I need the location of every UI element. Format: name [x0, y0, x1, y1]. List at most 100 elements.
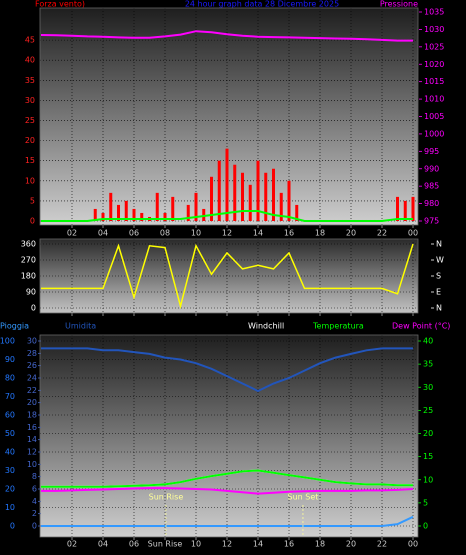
chart-title: 24 hour graph data 28 Dicembre 2025 [185, 0, 339, 9]
x-tick-label: 12 [222, 540, 232, 549]
x-tick-label: 22 [377, 540, 387, 549]
y-tick-label: 10 [27, 460, 37, 469]
y-tick-label: 360 [21, 240, 36, 249]
bar [233, 164, 237, 221]
y-tick-label: 270 [21, 256, 36, 265]
y-tick-label: 995 [424, 147, 439, 156]
x-tick-label: 00 [408, 540, 418, 549]
y-tick-label: 40 [5, 448, 15, 457]
y-tick-label: 10 [423, 475, 433, 484]
plot-area [40, 8, 418, 225]
bar [272, 168, 275, 221]
y-tick-label: 40 [25, 56, 35, 65]
bar [210, 176, 213, 221]
bar [279, 192, 283, 221]
y-tick-label: 20 [25, 136, 35, 145]
bar [109, 192, 113, 221]
bar [124, 200, 128, 221]
x-tick-label: 18 [315, 540, 325, 549]
y-tick-label: 0 [423, 522, 428, 531]
plot-border [39, 7, 419, 226]
x-tick-label: 02 [67, 540, 77, 549]
y-tick-label: 40 [423, 337, 433, 346]
y-tick-label: 35 [25, 76, 35, 85]
y-tick-label: 90 [26, 288, 36, 297]
x-tick-label: 02 [67, 229, 77, 238]
y-tick-label: 1035 [424, 8, 444, 17]
x-tick-label: 20 [346, 229, 356, 238]
y-tick-label: 30 [423, 383, 433, 392]
annotation-label: Sun Set [287, 493, 318, 502]
y-tick-label: 50 [5, 429, 15, 438]
y-tick-label: 0 [32, 522, 37, 531]
y-tick-label: 0 [30, 217, 35, 226]
legend-label: Windchill [248, 322, 284, 331]
bar [194, 192, 198, 221]
x-tick-label: 04 [98, 540, 108, 549]
bar [217, 160, 221, 221]
annotation-label: Sun Rise [149, 493, 184, 502]
bar [396, 196, 399, 221]
series-line [41, 210, 413, 222]
y-tick-label: 975 [424, 217, 439, 226]
y-tick-label: 5 [30, 196, 35, 205]
y-tick-label: 1000 [424, 129, 444, 138]
plot-border [39, 238, 419, 314]
y-tick-label: 22 [27, 386, 37, 395]
series-line [41, 243, 414, 310]
y-tick-label: 1010 [424, 95, 444, 104]
x-tick-label: 12 [222, 229, 232, 238]
y-tick-label: 980 [424, 199, 439, 208]
x-tick-label: 04 [98, 229, 108, 238]
bar [256, 160, 260, 221]
x-tick-label: 16 [284, 229, 294, 238]
y-tick-label: 6 [32, 485, 37, 494]
y-tick-label: 180 [21, 272, 36, 281]
y-tick-label: 30 [5, 466, 15, 475]
series-line [41, 515, 414, 527]
x-tick-label: 22 [377, 229, 387, 238]
y-tick-label: 28 [27, 349, 37, 358]
legend-label: Pioggia [0, 322, 29, 331]
y-tick-label: 35 [423, 360, 433, 369]
y-tick-label: 25 [25, 116, 35, 125]
y-tick-label: 20 [5, 485, 15, 494]
y-tick-label: 15 [423, 452, 433, 461]
y-tick-label: 5 [423, 498, 428, 507]
bar [140, 212, 144, 221]
y-tick-label: 24 [27, 374, 37, 383]
bar [202, 208, 206, 221]
y-tick-label: N [436, 240, 442, 249]
y-tick-label: 1020 [424, 60, 444, 69]
bar [101, 212, 105, 221]
y-tick-label: 10 [5, 503, 15, 512]
y-tick-label: 985 [424, 182, 439, 191]
y-tick-label: 80 [5, 374, 15, 383]
x-tick-label: 10 [191, 540, 201, 549]
y-tick-label: 16 [27, 423, 37, 432]
y-tick-label: W [436, 256, 444, 265]
plot-area [40, 335, 418, 537]
x-tick-label: 14 [253, 229, 263, 238]
x-tick-label: 00 [408, 229, 418, 238]
x-tick-label: 10 [191, 229, 201, 238]
x-tick-label: 18 [315, 229, 325, 238]
y-tick-label: 1030 [424, 25, 444, 34]
bar [117, 204, 120, 221]
legend-label: Umidita [65, 322, 96, 331]
bar [264, 172, 268, 221]
bar [132, 208, 136, 221]
series-line [41, 469, 413, 488]
y-tick-label: 30 [25, 96, 35, 105]
y-tick-label: 12 [27, 448, 37, 457]
y-tick-label: 4 [32, 497, 37, 506]
y-tick-label: 1005 [424, 112, 444, 121]
y-tick-label: 45 [25, 36, 35, 45]
y-tick-label: 20 [27, 398, 37, 407]
y-tick-label: 10 [25, 176, 35, 185]
y-tick-label: 25 [423, 406, 433, 415]
y-tick-label: 1015 [424, 77, 444, 86]
y-tick-label: 8 [32, 472, 37, 481]
legend-label: Forza vento) [35, 0, 85, 9]
